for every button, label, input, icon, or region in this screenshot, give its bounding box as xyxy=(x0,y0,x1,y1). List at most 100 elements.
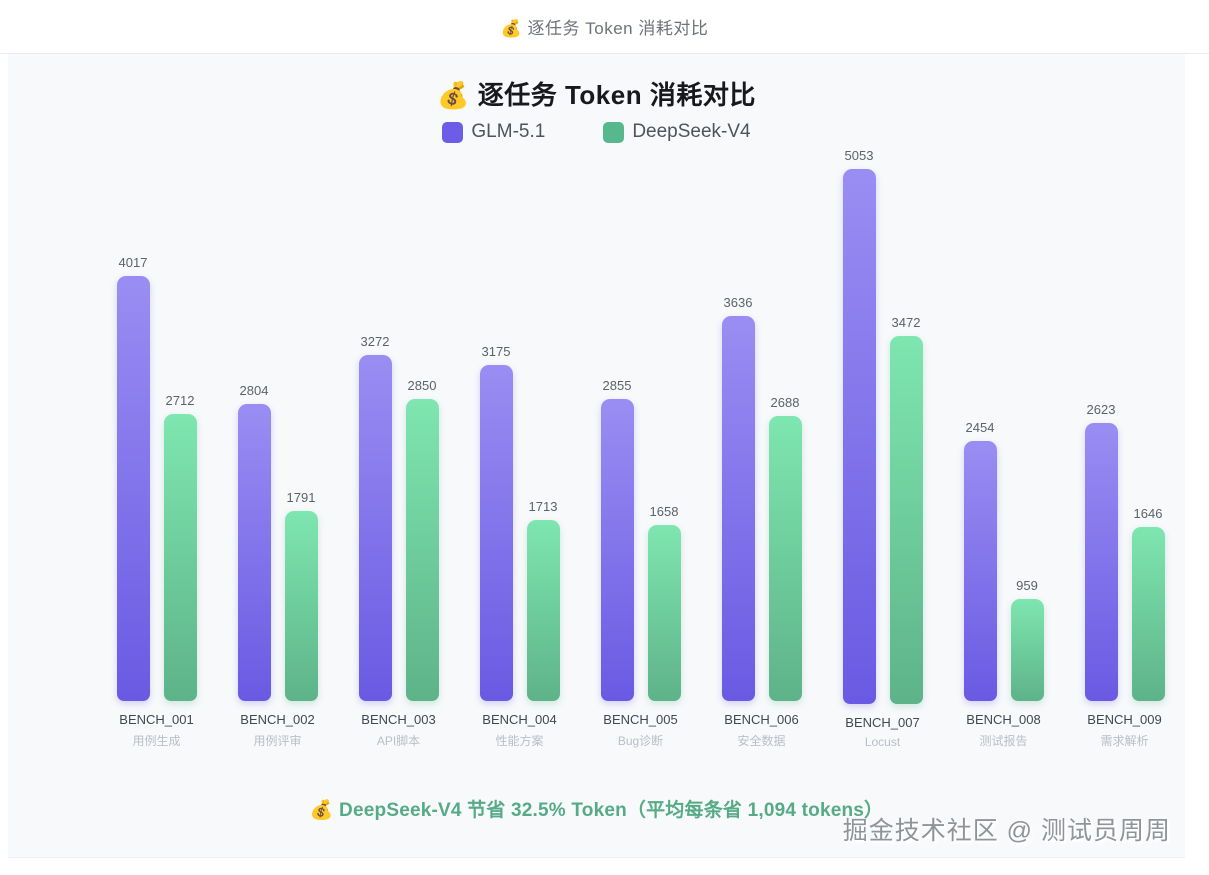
category-label: BENCH_002 xyxy=(240,712,315,727)
bar-column: 3175 xyxy=(479,344,513,701)
bar-value-label: 1791 xyxy=(286,490,316,505)
bar-glm-5-1[interactable] xyxy=(479,365,513,701)
bar-value-label: 1713 xyxy=(528,499,558,514)
category-label: BENCH_007 xyxy=(845,715,920,730)
category-sublabel: 安全数据 xyxy=(737,734,786,748)
bar-deepseek-v4[interactable] xyxy=(405,399,439,701)
savings-summary: 💰 DeepSeek-V4 节省 32.5% Token（平均每条省 1,094… xyxy=(309,800,884,821)
bar-pair: 2855 1658 xyxy=(600,145,681,701)
category-sublabel: 性能方案 xyxy=(495,734,544,748)
bar-group: 2855 1658 BENCH_005 Bug诊断 xyxy=(580,145,701,749)
bar-group: 5053 3472 BENCH_007 Locust xyxy=(822,148,943,749)
bar-glm-5-1[interactable] xyxy=(963,441,997,701)
bar-glm-5-1[interactable] xyxy=(1084,423,1118,701)
bar-glm-5-1[interactable] xyxy=(721,316,755,701)
bar-deepseek-v4[interactable] xyxy=(647,525,681,701)
bar-deepseek-v4[interactable] xyxy=(526,520,560,701)
legend-label-glm: GLM-5.1 xyxy=(471,121,546,142)
bar-column: 1791 xyxy=(284,490,318,701)
bar-value-label: 2804 xyxy=(239,383,269,398)
legend-swatch-glm-icon xyxy=(442,121,464,143)
bar-value-label: 1658 xyxy=(649,504,679,519)
bar-column: 3472 xyxy=(889,315,923,704)
bar-glm-5-1[interactable] xyxy=(116,276,150,701)
bar-value-label: 2712 xyxy=(165,393,195,408)
bar-value-label: 3472 xyxy=(891,315,921,330)
bar-column: 2855 xyxy=(600,378,634,701)
bar-group: 2804 1791 BENCH_002 用例评审 xyxy=(217,145,338,749)
category-sublabel: API脚本 xyxy=(376,734,421,748)
category-label: BENCH_001 xyxy=(119,712,194,727)
bar-column: 1646 xyxy=(1131,506,1165,701)
bar-deepseek-v4[interactable] xyxy=(768,416,802,701)
category-label: BENCH_004 xyxy=(482,712,557,727)
bar-pair: 2804 1791 xyxy=(237,145,318,701)
bar-group: 2623 1646 BENCH_009 需求解析 xyxy=(1064,145,1185,749)
bar-deepseek-v4[interactable] xyxy=(1010,599,1044,701)
chart-card: 💰 逐任务 Token 消耗对比 GLM-5.1 DeepSeek-V4 401… xyxy=(8,54,1185,858)
category-sublabel: 需求解析 xyxy=(1100,734,1149,748)
bar-column: 2850 xyxy=(405,378,439,701)
window-title: 💰 逐任务 Token 消耗对比 xyxy=(500,19,709,38)
category-label: BENCH_003 xyxy=(361,712,436,727)
bar-deepseek-v4[interactable] xyxy=(284,511,318,701)
bar-value-label: 2454 xyxy=(965,420,995,435)
bar-group: 2454 959 BENCH_008 测试报告 xyxy=(943,145,1064,749)
bar-deepseek-v4[interactable] xyxy=(163,414,197,701)
bar-value-label: 3636 xyxy=(723,295,753,310)
bar-column: 2688 xyxy=(768,395,802,701)
category-label: BENCH_009 xyxy=(1087,712,1162,727)
category-sublabel: 测试报告 xyxy=(979,734,1028,748)
bar-column: 2712 xyxy=(163,393,197,701)
bar-group: 3272 2850 BENCH_003 API脚本 xyxy=(338,145,459,749)
category-sublabel: Bug诊断 xyxy=(617,734,664,748)
bar-column: 2454 xyxy=(963,420,997,701)
bar-value-label: 3272 xyxy=(360,334,390,349)
category-label: BENCH_005 xyxy=(603,712,678,727)
bar-group: 3175 1713 BENCH_004 性能方案 xyxy=(459,145,580,749)
bar-deepseek-v4[interactable] xyxy=(889,336,923,704)
bar-column: 959 xyxy=(1010,578,1044,701)
bar-pair: 4017 2712 xyxy=(116,145,197,701)
bar-column: 1713 xyxy=(526,499,560,701)
bar-deepseek-v4[interactable] xyxy=(1131,527,1165,701)
category-sublabel: 用例评审 xyxy=(253,734,302,748)
bar-value-label: 5053 xyxy=(844,148,874,163)
bar-value-label: 4017 xyxy=(118,255,148,270)
bar-column: 2804 xyxy=(237,383,271,701)
legend-item-deepseek[interactable]: DeepSeek-V4 xyxy=(603,119,751,145)
bar-glm-5-1[interactable] xyxy=(600,399,634,701)
bar-value-label: 1646 xyxy=(1133,506,1163,521)
bar-column: 4017 xyxy=(116,255,150,701)
bar-group: 3636 2688 BENCH_006 安全数据 xyxy=(701,145,822,749)
bar-pair: 2454 959 xyxy=(963,145,1044,701)
chart-legend: GLM-5.1 DeepSeek-V4 xyxy=(8,119,1185,145)
bar-glm-5-1[interactable] xyxy=(358,355,392,701)
chart-plot: 4017 2712 BENCH_001 用例生成 2804 1791 BENCH_002 用例… xyxy=(8,145,1185,749)
bar-column: 1658 xyxy=(647,504,681,701)
bar-glm-5-1[interactable] xyxy=(237,404,271,701)
legend-item-glm[interactable]: GLM-5.1 xyxy=(442,119,545,145)
bar-value-label: 2688 xyxy=(770,395,800,410)
bar-value-label: 2850 xyxy=(407,378,437,393)
category-sublabel: 用例生成 xyxy=(132,734,181,748)
watermark: 掘金技术社区 @ 测试员周周 xyxy=(842,817,1171,845)
bar-glm-5-1[interactable] xyxy=(842,169,876,704)
legend-label-deepseek: DeepSeek-V4 xyxy=(632,121,751,142)
bar-value-label: 2623 xyxy=(1086,402,1116,417)
bar-pair: 3636 2688 xyxy=(721,145,802,701)
bar-value-label: 2855 xyxy=(602,378,632,393)
category-label: BENCH_006 xyxy=(724,712,799,727)
bar-value-label: 3175 xyxy=(481,344,511,359)
bar-column: 5053 xyxy=(842,148,876,704)
category-sublabel: Locust xyxy=(864,735,901,749)
bar-column: 3272 xyxy=(358,334,392,701)
window-header: 💰 逐任务 Token 消耗对比 xyxy=(0,0,1209,54)
bar-value-label: 959 xyxy=(1016,578,1038,593)
bar-pair: 2623 1646 xyxy=(1084,145,1165,701)
bar-pair: 3175 1713 xyxy=(479,145,560,701)
bar-column: 2623 xyxy=(1084,402,1118,701)
bar-group: 4017 2712 BENCH_001 用例生成 xyxy=(96,145,217,749)
category-label: BENCH_008 xyxy=(966,712,1041,727)
bar-column: 3636 xyxy=(721,295,755,701)
